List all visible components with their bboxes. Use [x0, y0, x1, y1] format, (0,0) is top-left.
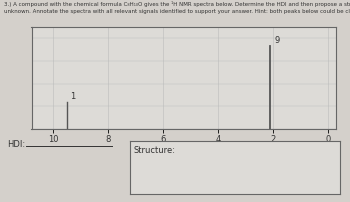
Text: Structure:: Structure: — [134, 145, 176, 154]
Text: 1: 1 — [70, 92, 75, 100]
Text: 3.) A compound with the chemical formula C₈H₁₀O gives the ¹H NMR spectra below. : 3.) A compound with the chemical formula… — [4, 1, 350, 14]
Text: 9: 9 — [274, 36, 280, 44]
X-axis label: PPM: PPM — [175, 145, 193, 154]
Text: HDI:: HDI: — [7, 139, 25, 148]
